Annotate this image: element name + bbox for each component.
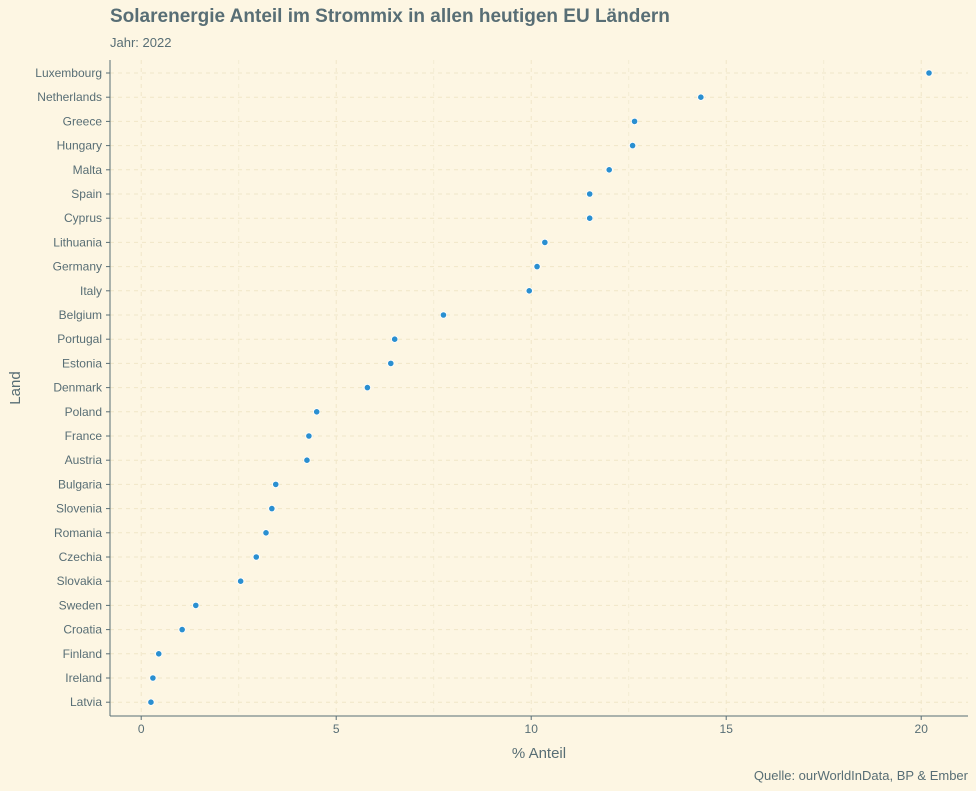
data-point	[149, 674, 157, 682]
data-point	[541, 238, 549, 246]
data-point	[268, 504, 276, 513]
data-point	[630, 117, 639, 126]
data-point	[697, 93, 705, 101]
y-tick-label: Lithuania	[53, 235, 102, 249]
data-point	[605, 166, 613, 174]
y-tick-label: Portugal	[57, 332, 102, 346]
y-tick-label: Latvia	[70, 695, 102, 709]
y-tick-label: Greece	[63, 114, 103, 128]
y-tick-label: Poland	[65, 405, 102, 419]
x-tick-label: 10	[525, 722, 539, 736]
y-tick-label: Czechia	[59, 550, 103, 564]
chart-subtitle: Jahr: 2022	[110, 35, 172, 50]
y-tick-label: Croatia	[63, 623, 102, 637]
data-point	[147, 698, 155, 706]
axes	[106, 60, 968, 720]
chart-caption: Quelle: ourWorldInData, BP & Ember	[753, 768, 968, 783]
data-point	[252, 553, 260, 561]
data-point	[237, 577, 245, 585]
data-point	[533, 262, 541, 271]
data-point	[303, 456, 311, 464]
y-tick-label: Romania	[54, 526, 102, 540]
y-tick-label: Hungary	[57, 139, 102, 153]
data-points	[147, 69, 933, 706]
data-point	[363, 383, 371, 392]
y-tick-label: Spain	[71, 187, 102, 201]
y-tick-label: Germany	[53, 260, 102, 274]
data-point	[272, 480, 280, 488]
data-point	[925, 69, 933, 77]
chart-title: Solarenergie Anteil im Strommix in allen…	[110, 6, 670, 27]
y-tick-label: Slovenia	[56, 502, 102, 516]
y-tick-label: Slovakia	[57, 574, 103, 588]
y-tick-label: Italy	[80, 284, 102, 298]
y-tick-label: Malta	[73, 163, 103, 177]
y-tick-label: Sweden	[59, 598, 102, 612]
data-point	[586, 190, 594, 198]
y-tick-label: Netherlands	[37, 90, 102, 104]
data-point	[439, 311, 448, 319]
y-tick-label: Bulgaria	[58, 477, 102, 491]
x-axis-title: % Anteil	[512, 745, 566, 762]
y-tick-label: Cyprus	[64, 211, 102, 225]
data-point	[155, 650, 163, 658]
y-tick-label: Denmark	[53, 381, 103, 395]
grid-lines	[110, 60, 968, 716]
tick-labels: Luxembourg Netherlands Greece Hungary Malta S…	[35, 66, 928, 736]
y-tick-label: Austria	[65, 453, 103, 467]
data-point	[262, 529, 270, 537]
y-tick-label: Finland	[63, 647, 102, 661]
y-tick-label: Ireland	[65, 671, 102, 685]
x-tick-label: 20	[915, 722, 929, 736]
y-axis-title: Land	[7, 371, 24, 404]
data-point	[387, 359, 395, 367]
data-point	[391, 335, 399, 343]
data-point	[305, 432, 313, 440]
x-tick-label: 5	[333, 722, 340, 736]
y-tick-label: France	[65, 429, 103, 443]
y-tick-label: Estonia	[62, 356, 102, 370]
y-tick-label: Luxembourg	[35, 66, 102, 80]
data-point	[525, 287, 533, 295]
data-point	[628, 142, 637, 150]
data-point	[178, 625, 186, 634]
data-point	[586, 214, 594, 222]
data-point	[192, 601, 200, 610]
x-tick-label: 0	[138, 722, 145, 736]
x-tick-label: 15	[720, 722, 734, 736]
data-point	[313, 408, 321, 416]
y-tick-label: Belgium	[59, 308, 102, 322]
